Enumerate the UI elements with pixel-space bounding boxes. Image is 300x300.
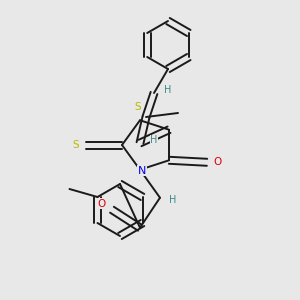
Text: H: H	[150, 135, 158, 145]
Text: O: O	[98, 199, 106, 209]
Text: O: O	[213, 157, 221, 167]
Text: S: S	[73, 140, 79, 150]
Text: S: S	[135, 102, 141, 112]
Text: H: H	[169, 195, 177, 205]
Text: N: N	[138, 166, 146, 176]
Text: H: H	[164, 85, 172, 95]
